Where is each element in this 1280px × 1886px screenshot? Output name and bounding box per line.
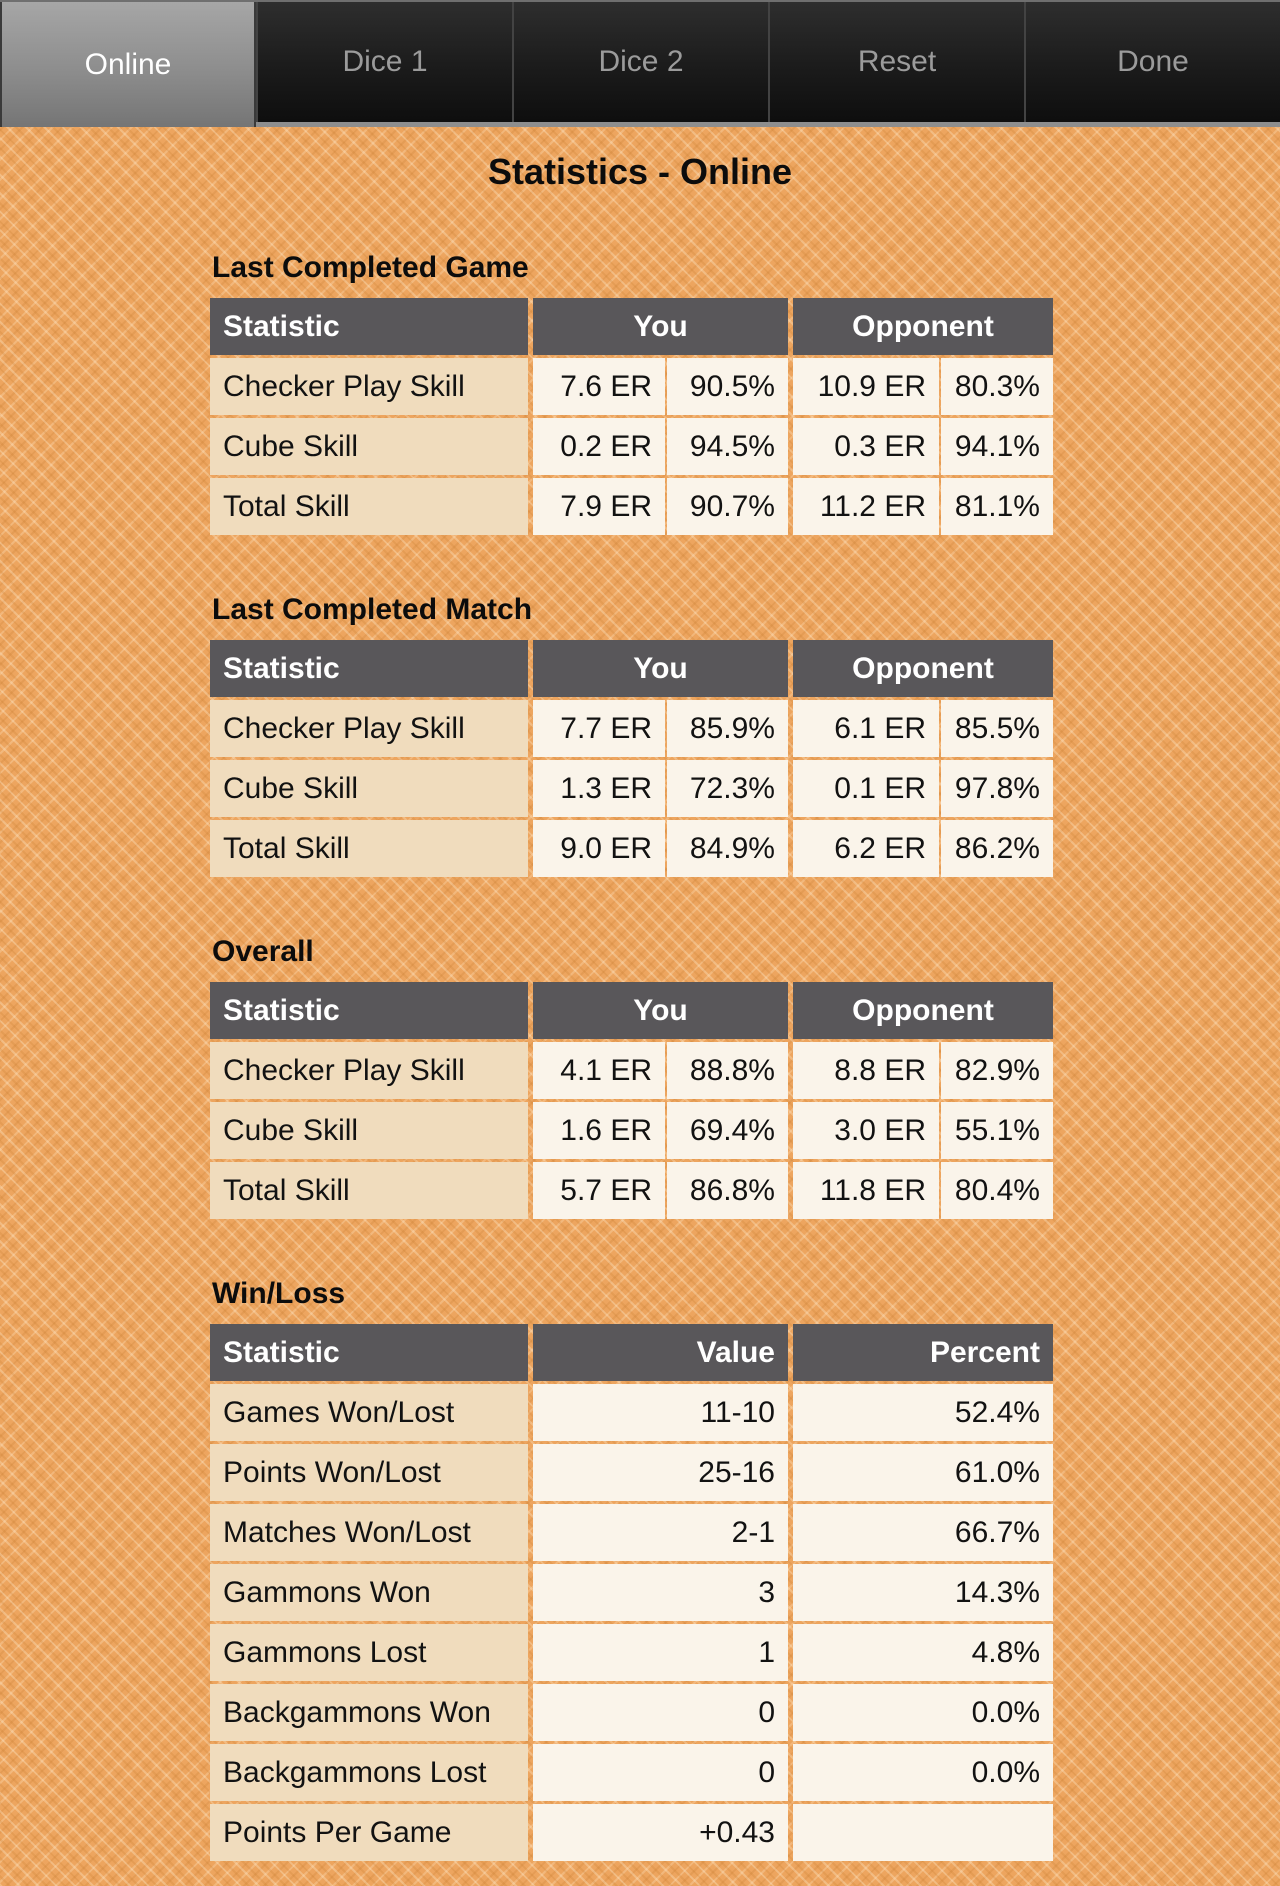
column-header-opponent: Opponent xyxy=(793,298,1053,355)
column-header-you: You xyxy=(533,982,788,1039)
you-error-rate-cell: 5.7 ER xyxy=(533,1162,665,1219)
stat-label-cell: Points Won/Lost xyxy=(210,1444,528,1501)
column-header-opponent: Opponent xyxy=(793,640,1053,697)
opponent-percent-cell: 82.9% xyxy=(941,1042,1053,1099)
opponent-error-rate-cell: 0.3 ER xyxy=(793,418,939,475)
last-completed-game-table: Statistic You Opponent Checker Play Skill 7.… xyxy=(210,298,1053,535)
column-header-opponent: Opponent xyxy=(793,982,1053,1039)
you-percent-cell: 86.8% xyxy=(667,1162,788,1219)
opponent-percent-cell: 81.1% xyxy=(941,478,1053,535)
overall-table: Statistic You Opponent Checker Play Skill 4.… xyxy=(210,982,1053,1219)
percent-cell: 66.7% xyxy=(793,1504,1053,1561)
opponent-error-rate-cell: 11.2 ER xyxy=(793,478,939,535)
stat-label-cell: Cube Skill xyxy=(210,1102,528,1159)
you-error-rate-cell: 0.2 ER xyxy=(533,418,665,475)
value-cell: 0 xyxy=(533,1744,788,1801)
you-error-rate-cell: 4.1 ER xyxy=(533,1042,665,1099)
value-cell: +0.43 xyxy=(533,1804,788,1861)
percent-cell: 61.0% xyxy=(793,1444,1053,1501)
last-completed-match-table: Statistic You Opponent Checker Play Skill 7.… xyxy=(210,640,1053,877)
section-heading: Overall xyxy=(212,935,314,968)
stat-label-cell: Matches Won/Lost xyxy=(210,1504,528,1561)
section-heading: Win/Loss xyxy=(212,1277,346,1310)
top-tab-bar: Online Dice 1 Dice 2 Reset Done xyxy=(0,0,1280,127)
opponent-percent-cell: 86.2% xyxy=(941,820,1053,877)
column-header-statistic: Statistic xyxy=(210,1324,528,1381)
opponent-percent-cell: 97.8% xyxy=(941,760,1053,817)
you-error-rate-cell: 7.9 ER xyxy=(533,478,665,535)
stat-label-cell: Points Per Game xyxy=(210,1804,528,1861)
you-error-rate-cell: 7.6 ER xyxy=(533,358,665,415)
win-loss-table: Statistic Value Percent Games Won/Lost 11-10… xyxy=(210,1324,1053,1861)
tab-online[interactable]: Online xyxy=(0,2,256,127)
column-header-you: You xyxy=(533,298,788,355)
stat-label-cell: Gammons Lost xyxy=(210,1624,528,1681)
you-percent-cell: 84.9% xyxy=(667,820,788,877)
column-header-value: Value xyxy=(533,1324,788,1381)
you-percent-cell: 90.7% xyxy=(667,478,788,535)
you-error-rate-cell: 1.3 ER xyxy=(533,760,665,817)
you-percent-cell: 69.4% xyxy=(667,1102,788,1159)
you-percent-cell: 90.5% xyxy=(667,358,788,415)
column-header-statistic: Statistic xyxy=(210,982,528,1039)
tab-dice-1[interactable]: Dice 1 xyxy=(256,2,512,122)
value-cell: 25-16 xyxy=(533,1444,788,1501)
opponent-error-rate-cell: 10.9 ER xyxy=(793,358,939,415)
you-error-rate-cell: 7.7 ER xyxy=(533,700,665,757)
opponent-percent-cell: 94.1% xyxy=(941,418,1053,475)
opponent-error-rate-cell: 6.2 ER xyxy=(793,820,939,877)
tab-reset[interactable]: Reset xyxy=(768,2,1024,122)
column-header-you: You xyxy=(533,640,788,697)
stat-label-cell: Gammons Won xyxy=(210,1564,528,1621)
stat-label-cell: Checker Play Skill xyxy=(210,700,528,757)
you-error-rate-cell: 1.6 ER xyxy=(533,1102,665,1159)
stat-label-cell: Checker Play Skill xyxy=(210,1042,528,1099)
percent-cell: 14.3% xyxy=(793,1564,1053,1621)
you-error-rate-cell: 9.0 ER xyxy=(533,820,665,877)
you-percent-cell: 85.9% xyxy=(667,700,788,757)
statistics-sections: Last Completed Game Statistic You Opponent C… xyxy=(210,253,1053,1861)
stat-label-cell: Cube Skill xyxy=(210,418,528,475)
percent-cell xyxy=(793,1804,1053,1861)
tab-strip: Online Dice 1 Dice 2 Reset Done xyxy=(0,2,1280,127)
tab-dice-2[interactable]: Dice 2 xyxy=(512,2,768,122)
opponent-error-rate-cell: 6.1 ER xyxy=(793,700,939,757)
opponent-error-rate-cell: 3.0 ER xyxy=(793,1102,939,1159)
you-percent-cell: 72.3% xyxy=(667,760,788,817)
opponent-percent-cell: 80.3% xyxy=(941,358,1053,415)
column-header-percent: Percent xyxy=(793,1324,1053,1381)
you-percent-cell: 94.5% xyxy=(667,418,788,475)
stat-label-cell: Games Won/Lost xyxy=(210,1384,528,1441)
value-cell: 11-10 xyxy=(533,1384,788,1441)
you-percent-cell: 88.8% xyxy=(667,1042,788,1099)
stat-label-cell: Total Skill xyxy=(210,478,528,535)
value-cell: 1 xyxy=(533,1624,788,1681)
section-heading: Last Completed Match xyxy=(212,593,533,626)
opponent-error-rate-cell: 11.8 ER xyxy=(793,1162,939,1219)
stat-label-cell: Checker Play Skill xyxy=(210,358,528,415)
opponent-percent-cell: 55.1% xyxy=(941,1102,1053,1159)
opponent-percent-cell: 85.5% xyxy=(941,700,1053,757)
value-cell: 0 xyxy=(533,1684,788,1741)
percent-cell: 0.0% xyxy=(793,1684,1053,1741)
value-cell: 3 xyxy=(533,1564,788,1621)
page-title: Statistics - Online xyxy=(487,151,793,192)
column-header-statistic: Statistic xyxy=(210,640,528,697)
value-cell: 2-1 xyxy=(533,1504,788,1561)
column-header-statistic: Statistic xyxy=(210,298,528,355)
opponent-error-rate-cell: 8.8 ER xyxy=(793,1042,939,1099)
opponent-error-rate-cell: 0.1 ER xyxy=(793,760,939,817)
stat-label-cell: Total Skill xyxy=(210,1162,528,1219)
stat-label-cell: Total Skill xyxy=(210,820,528,877)
stat-label-cell: Backgammons Won xyxy=(210,1684,528,1741)
section-heading: Last Completed Game xyxy=(212,251,529,284)
stat-label-cell: Cube Skill xyxy=(210,760,528,817)
stat-label-cell: Backgammons Lost xyxy=(210,1744,528,1801)
percent-cell: 0.0% xyxy=(793,1744,1053,1801)
tab-done[interactable]: Done xyxy=(1024,2,1280,122)
percent-cell: 52.4% xyxy=(793,1384,1053,1441)
percent-cell: 4.8% xyxy=(793,1624,1053,1681)
opponent-percent-cell: 80.4% xyxy=(941,1162,1053,1219)
